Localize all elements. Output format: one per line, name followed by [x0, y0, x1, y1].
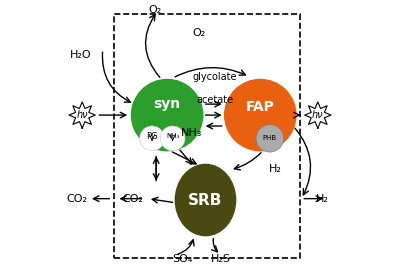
- Text: O₂: O₂: [192, 28, 205, 38]
- Text: FAP: FAP: [246, 100, 275, 114]
- Circle shape: [256, 125, 284, 152]
- Text: acetate: acetate: [196, 95, 234, 105]
- Circle shape: [132, 79, 203, 151]
- Text: glycolate: glycolate: [193, 72, 237, 82]
- Polygon shape: [69, 102, 95, 128]
- Bar: [114, 14, 300, 258]
- Text: PG: PG: [146, 132, 158, 141]
- Text: H₂O: H₂O: [70, 50, 92, 60]
- Text: O₂: O₂: [148, 5, 162, 15]
- Text: NH₃: NH₃: [180, 128, 202, 138]
- Text: syn: syn: [154, 97, 181, 111]
- Text: hν: hν: [76, 110, 88, 120]
- Text: H₂S: H₂S: [210, 254, 230, 264]
- Text: CO₂: CO₂: [66, 194, 87, 204]
- Text: SRB: SRB: [188, 193, 223, 207]
- Polygon shape: [305, 102, 331, 128]
- Text: SO₄: SO₄: [172, 254, 192, 264]
- Circle shape: [160, 126, 185, 151]
- Circle shape: [140, 126, 164, 151]
- Text: PHB: PHB: [263, 135, 277, 141]
- Circle shape: [225, 79, 296, 151]
- Text: CO₂: CO₂: [122, 194, 143, 204]
- Text: hν: hν: [312, 110, 324, 120]
- Text: NH₃: NH₃: [166, 133, 179, 139]
- Ellipse shape: [175, 164, 236, 236]
- Text: H₂: H₂: [316, 194, 328, 204]
- Text: H₂: H₂: [269, 164, 282, 173]
